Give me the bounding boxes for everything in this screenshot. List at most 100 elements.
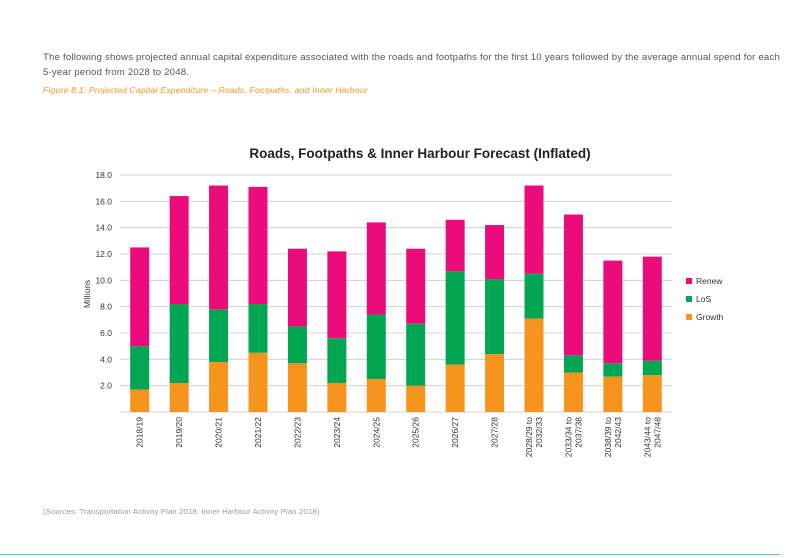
x-tick-label-line: 2038/39 to (603, 417, 613, 457)
bars (130, 185, 662, 412)
x-tick-label-line: 2020/21 (214, 417, 224, 448)
x-tick-label-line: 2018/19 (135, 417, 145, 448)
x-tick-label-line: 2043/44 to (642, 417, 652, 457)
legend-label-renew: Renew (696, 276, 723, 286)
bar-segment-growth (642, 375, 662, 412)
bar-segment-renew (130, 247, 150, 347)
source-note: (Sources: Transportation Activity Plan 2… (43, 507, 320, 516)
x-tick-label-line: 2026/27 (450, 417, 460, 448)
x-tick-label-line: 2024/25 (371, 417, 381, 448)
figure-caption: Figure 8.1: Projected Capital Expenditur… (43, 85, 368, 95)
bar-segment-growth (209, 361, 229, 412)
x-tick-label: 2021/22 (253, 417, 263, 448)
bar-segment-renew (327, 251, 347, 339)
x-tick-label: 2028/29 to 2032/33 (524, 417, 544, 457)
x-tick-label: 2043/44 to 2047/48 (642, 417, 662, 457)
y-tick-label: 2.0 (100, 381, 112, 391)
bar-segment-renew (642, 256, 662, 361)
bar-segment-growth (485, 354, 505, 412)
x-tick-label: 2018/19 (135, 417, 145, 448)
legend: Renew LoS Growth (686, 276, 724, 322)
x-tick-label-line: 2037/38 (573, 417, 583, 448)
bar-segment-growth (406, 385, 426, 412)
x-tick-label: 2038/39 to 2042/43 (603, 417, 623, 457)
y-tick-labels: 2.0 4.0 6.0 8.0 10.0 12.0 14.0 16.0 18.0 (95, 170, 112, 391)
x-tick-label: 2033/34 to 2037/38 (563, 417, 583, 457)
bar-segment-renew (248, 186, 268, 305)
legend-swatch-renew (686, 278, 692, 284)
y-tick-label: 4.0 (100, 354, 112, 364)
bar-segment-los (248, 304, 268, 353)
x-tick-label-line: 2032/33 (534, 417, 544, 448)
stacked-bar-chart: Roads, Footpaths & Inner Harbour Forecas… (82, 146, 724, 457)
x-tick-label-line: 2047/48 (652, 417, 662, 448)
footer-rule (0, 554, 780, 555)
x-tick-label: 2023/24 (332, 417, 342, 448)
chart-title: Roads, Footpaths & Inner Harbour Forecas… (249, 146, 590, 161)
bar-segment-renew (603, 260, 623, 364)
x-tick-labels: 2018/19 2019/20 2020/21 2021/22 2022/23 2023/… (135, 417, 663, 457)
bar-segment-growth (524, 318, 544, 412)
x-tick-label-line: 2023/24 (332, 417, 342, 448)
bar-segment-los (287, 326, 307, 364)
bar-segment-los (524, 273, 544, 319)
x-tick-label: 2027/28 (490, 417, 500, 448)
bar-segment-growth (248, 352, 268, 412)
bar-segment-los (366, 314, 386, 380)
bar-segment-los (642, 360, 662, 376)
bar-segment-renew (209, 185, 229, 310)
x-tick-label: 2019/20 (174, 417, 184, 448)
x-tick-label: 2020/21 (214, 417, 224, 448)
x-tick-label-line: 2021/22 (253, 417, 263, 448)
bar-segment-los (209, 309, 229, 362)
y-axis-label: Millions (82, 280, 92, 308)
y-tick-label: 16.0 (95, 196, 112, 206)
bar-segment-renew (445, 219, 465, 272)
bar-segment-renew (366, 222, 386, 315)
bar-segment-renew (524, 185, 544, 274)
bar-segment-los (445, 271, 465, 365)
bar-segment-growth (287, 363, 307, 412)
bar-segment-los (485, 279, 505, 355)
legend-label-los: LoS (696, 294, 711, 304)
bar-segment-los (130, 346, 150, 390)
bar-segment-growth (327, 383, 347, 412)
y-tick-label: 12.0 (95, 249, 112, 259)
bar-segment-growth (603, 376, 623, 412)
bar-segment-growth (563, 372, 583, 412)
intro-paragraph: The following shows projected annual cap… (43, 52, 780, 78)
x-tick-label-line: 2033/34 to (563, 417, 573, 457)
bar-segment-renew (563, 214, 583, 356)
bar-segment-los (563, 355, 583, 373)
bar-segment-los (406, 323, 426, 386)
bar-segment-renew (287, 248, 307, 327)
x-tick-label: 2022/23 (292, 417, 302, 448)
legend-swatch-los (686, 296, 692, 302)
x-tick-label-line: 2028/29 to (524, 417, 534, 457)
bar-segment-renew (485, 225, 505, 280)
x-tick-label: 2024/25 (371, 417, 381, 448)
y-tick-label: 14.0 (95, 223, 112, 233)
gridlines (120, 174, 672, 413)
y-tick-label: 6.0 (100, 328, 112, 338)
legend-swatch-growth (686, 314, 692, 320)
x-tick-label-line: 2019/20 (174, 417, 184, 448)
x-tick-label-line: 2022/23 (292, 417, 302, 448)
x-tick-label-line: 2027/28 (490, 417, 500, 448)
bar-segment-growth (445, 364, 465, 412)
bar-segment-renew (406, 248, 426, 324)
x-tick-label-line: 2042/43 (613, 417, 623, 448)
bar-segment-los (327, 338, 347, 384)
bar-segment-los (603, 363, 623, 377)
x-tick-label-line: 2025/26 (411, 417, 421, 448)
x-tick-label: 2026/27 (450, 417, 460, 448)
bar-segment-growth (169, 383, 189, 412)
bar-segment-growth (130, 389, 150, 412)
legend-label-growth: Growth (696, 312, 724, 322)
x-tick-label: 2025/26 (411, 417, 421, 448)
bar-segment-growth (366, 379, 386, 412)
bar-segment-renew (169, 196, 189, 305)
y-tick-label: 10.0 (95, 275, 112, 285)
bar-segment-los (169, 304, 189, 384)
y-tick-label: 8.0 (100, 302, 112, 312)
